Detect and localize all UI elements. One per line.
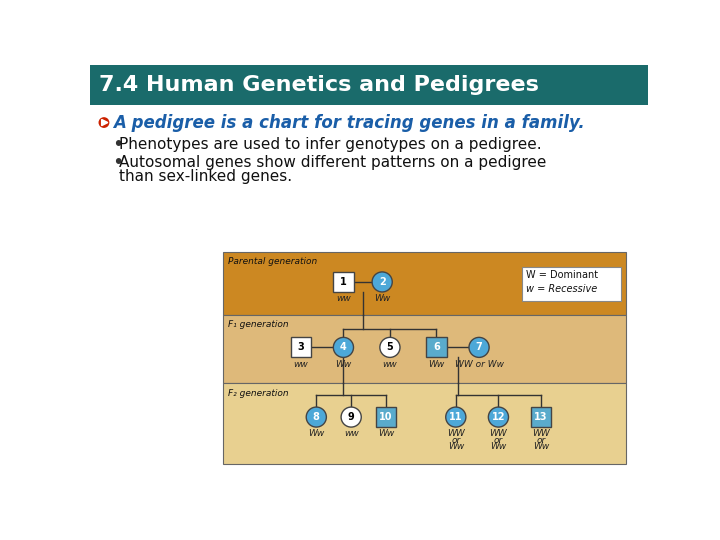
Text: or: or [451, 436, 460, 444]
Text: Ww: Ww [533, 442, 549, 451]
Text: ww: ww [294, 360, 308, 369]
Text: •: • [112, 136, 123, 154]
Text: 5: 5 [387, 342, 393, 353]
Text: WW or Ww: WW or Ww [454, 360, 503, 369]
Ellipse shape [99, 117, 109, 128]
Text: 7: 7 [476, 342, 482, 353]
Ellipse shape [333, 338, 354, 357]
Text: W = Dominant: W = Dominant [526, 270, 598, 280]
Text: or: or [536, 436, 546, 444]
Text: Phenotypes are used to infer genotypes on a pedigree.: Phenotypes are used to infer genotypes o… [120, 137, 542, 152]
Text: WW: WW [490, 429, 508, 438]
Ellipse shape [469, 338, 489, 357]
Text: Ww: Ww [378, 429, 394, 438]
Text: 9: 9 [348, 412, 354, 422]
Text: F₂ generation: F₂ generation [228, 389, 289, 398]
Text: ww: ww [344, 429, 359, 438]
Text: 3: 3 [297, 342, 304, 353]
Text: 6: 6 [433, 342, 440, 353]
Bar [376, 407, 396, 427]
Ellipse shape [372, 272, 392, 292]
Bar [333, 272, 354, 292]
Text: 10: 10 [379, 412, 393, 422]
Text: 11: 11 [449, 412, 462, 422]
Ellipse shape [488, 407, 508, 427]
Text: Ww: Ww [490, 442, 507, 451]
Bar [426, 338, 446, 357]
Text: than sex-linked genes.: than sex-linked genes. [120, 169, 292, 184]
Text: •: • [112, 153, 123, 172]
Ellipse shape [380, 338, 400, 357]
Bar [90, 65, 648, 105]
Text: F₁ generation: F₁ generation [228, 320, 289, 329]
Text: w = Recessive: w = Recessive [526, 284, 598, 294]
Text: Ww: Ww [428, 360, 444, 369]
Text: ww: ww [336, 294, 351, 303]
Text: Autosomal genes show different patterns on a pedigree: Autosomal genes show different patterns … [120, 155, 546, 170]
Text: Ww: Ww [336, 360, 351, 369]
Text: Parental generation: Parental generation [228, 257, 318, 266]
Text: or: or [494, 436, 503, 444]
Text: ww: ww [382, 360, 397, 369]
Text: Ww: Ww [308, 429, 325, 438]
Text: 13: 13 [534, 412, 548, 422]
Text: Ww: Ww [374, 294, 390, 303]
Text: A pedigree is a chart for tracing genes in a family.: A pedigree is a chart for tracing genes … [113, 113, 585, 132]
Text: 4: 4 [340, 342, 347, 353]
Polygon shape [102, 119, 108, 126]
Text: 8: 8 [313, 412, 320, 422]
Bar [223, 252, 626, 315]
Text: 1: 1 [340, 277, 347, 287]
Ellipse shape [306, 407, 326, 427]
Ellipse shape [341, 407, 361, 427]
Bar [223, 315, 626, 383]
Text: WW: WW [532, 429, 550, 438]
Text: 12: 12 [492, 412, 505, 422]
Text: 7.4 Human Genetics and Pedigrees: 7.4 Human Genetics and Pedigrees [99, 75, 539, 95]
Bar [291, 338, 311, 357]
Text: WW: WW [447, 429, 464, 438]
Bar [223, 383, 626, 464]
Ellipse shape [446, 407, 466, 427]
Bar [531, 407, 551, 427]
Text: 2: 2 [379, 277, 385, 287]
Text: Ww: Ww [448, 442, 464, 451]
Bar [522, 267, 621, 301]
